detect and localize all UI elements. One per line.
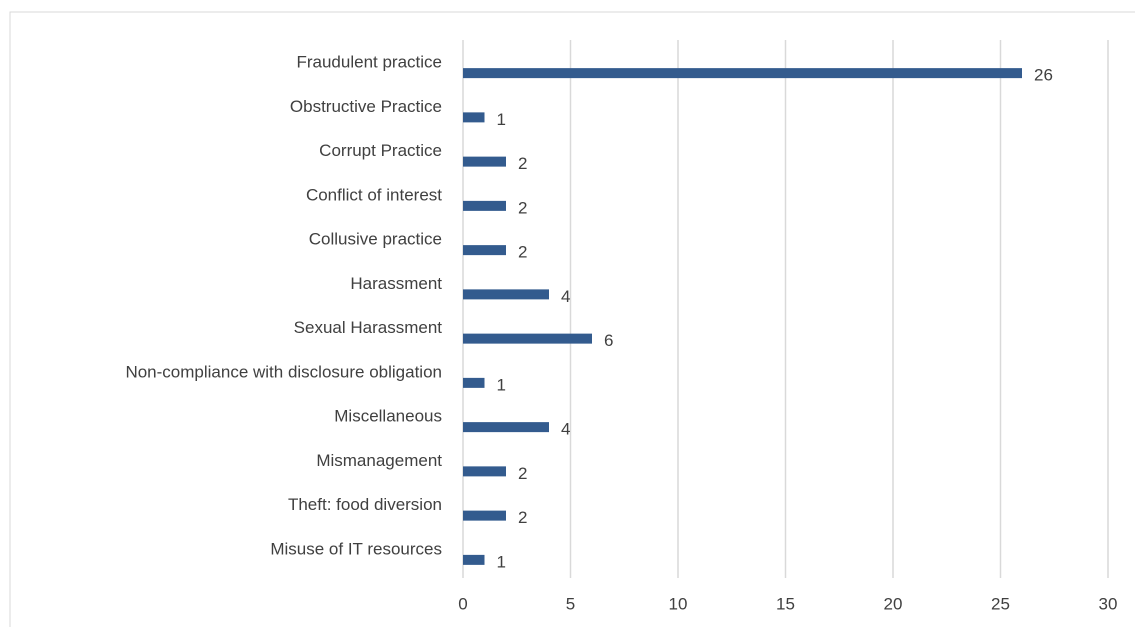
data-label: 2 — [518, 243, 527, 262]
data-label: 2 — [518, 464, 527, 483]
data-label: 1 — [497, 552, 506, 571]
data-label: 1 — [497, 110, 506, 129]
y-tick-label: Obstructive Practice — [290, 97, 442, 116]
y-tick-label: Theft: food diversion — [288, 495, 442, 514]
x-tick-label: 5 — [566, 594, 575, 613]
bar — [463, 333, 592, 344]
bar — [463, 377, 485, 388]
bar — [463, 466, 506, 477]
y-tick-label: Fraudulent practice — [296, 53, 442, 72]
bar — [463, 289, 549, 300]
bar — [463, 156, 506, 167]
y-tick-label: Sexual Harassment — [294, 318, 443, 337]
x-tick-label: 25 — [991, 594, 1010, 613]
x-tick-label: 30 — [1099, 594, 1118, 613]
data-label: 6 — [604, 331, 613, 350]
bar — [463, 112, 485, 123]
y-tick-label: Corrupt Practice — [319, 141, 442, 160]
x-tick-label: 15 — [776, 594, 795, 613]
data-label: 2 — [518, 508, 527, 527]
chart-frame — [9, 11, 1135, 627]
bar — [463, 68, 1022, 79]
y-tick-label: Conflict of interest — [306, 185, 442, 204]
y-tick-label: Non-compliance with disclosure obligatio… — [125, 362, 442, 381]
y-tick-label: Miscellaneous — [334, 407, 442, 426]
data-label: 26 — [1034, 66, 1053, 85]
x-tick-label: 0 — [458, 594, 467, 613]
y-tick-label: Misuse of IT resources — [270, 539, 442, 558]
bar — [463, 200, 506, 211]
data-label: 2 — [518, 154, 527, 173]
y-tick-label: Harassment — [350, 274, 442, 293]
data-label: 4 — [561, 420, 570, 439]
bar — [463, 554, 485, 565]
y-tick-label: Mismanagement — [316, 451, 442, 470]
bar — [463, 245, 506, 256]
data-label: 2 — [518, 198, 527, 217]
x-tick-label: 10 — [669, 594, 688, 613]
bar — [463, 510, 506, 521]
data-label: 1 — [497, 375, 506, 394]
data-label: 4 — [561, 287, 570, 306]
y-tick-label: Collusive practice — [309, 230, 442, 249]
bar — [463, 422, 549, 433]
x-tick-label: 20 — [884, 594, 903, 613]
